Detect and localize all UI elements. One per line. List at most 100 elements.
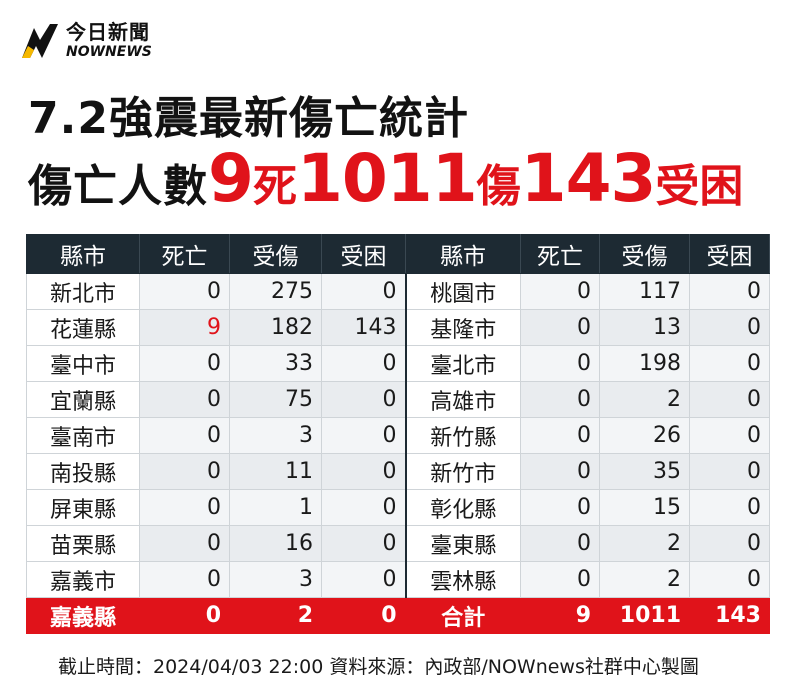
logo-english-text: NOWNEWS	[66, 43, 152, 60]
table-row: 臺南市 0 3 0 新竹縣 0 26 0	[26, 417, 770, 454]
table-header-row: 縣市 死亡 受傷 受困 縣市 死亡 受傷 受困	[26, 234, 770, 274]
total-trapped: 143	[689, 597, 770, 634]
cell-city: 臺中市	[26, 345, 140, 382]
cell-dead: 0	[139, 561, 230, 598]
cell-dead: 0	[520, 345, 600, 382]
cell-dead: 0	[520, 525, 600, 562]
cell-city: 苗栗縣	[26, 525, 140, 562]
cell-trapped: 0	[321, 417, 406, 454]
table-row: 臺中市 0 33 0 臺北市 0 198 0	[26, 345, 770, 382]
cell-city: 嘉義市	[26, 561, 140, 598]
cell-trapped: 0	[689, 489, 770, 526]
cell-trapped: 0	[689, 561, 770, 598]
table-row: 南投縣 0 11 0 新竹市 0 35 0	[26, 453, 770, 490]
cell-dead: 0	[139, 453, 230, 490]
cell-dead: 0	[520, 561, 600, 598]
brand-logo: 今日新聞 NOWNEWS	[20, 18, 152, 62]
table-row: 苗栗縣 0 16 0 臺東縣 0 2 0	[26, 525, 770, 562]
summary-trapped-word: 受困	[655, 161, 744, 212]
table-row: 新北市 0 275 0 桃園市 0 117 0	[26, 273, 770, 310]
cell-trapped: 0	[321, 525, 406, 562]
header-trapped-right: 受困	[689, 234, 770, 274]
cell-city: 臺北市	[404, 345, 521, 382]
summary-trapped: 143	[520, 140, 657, 217]
cell-city: 新北市	[26, 273, 140, 310]
cell-trapped: 0	[689, 525, 770, 562]
cell-injured: 13	[599, 309, 690, 346]
cell-dead: 0	[520, 309, 600, 346]
cell-city: 臺南市	[26, 417, 140, 454]
cell-injured: 275	[229, 273, 322, 310]
header-injured-right: 受傷	[599, 234, 690, 274]
cell-city: 臺東縣	[404, 525, 521, 562]
cell-city: 新竹市	[404, 453, 521, 490]
cell-city: 桃園市	[404, 273, 521, 310]
cell-dead: 0	[139, 381, 230, 418]
total-label: 合計	[404, 597, 521, 634]
cell-injured: 3	[229, 417, 322, 454]
cell-dead: 0	[139, 489, 230, 526]
cell-city: 宜蘭縣	[26, 381, 140, 418]
cell-city: 雲林縣	[404, 561, 521, 598]
cell-injured: 16	[229, 525, 322, 562]
cell-city: 基隆市	[404, 309, 521, 346]
cell-injured: 26	[599, 417, 690, 454]
cell-trapped: 0	[689, 309, 770, 346]
cell-dead: 0	[520, 381, 600, 418]
nownews-logo-icon	[22, 24, 58, 58]
cell-dead: 0	[139, 525, 230, 562]
cell-trapped: 0	[689, 381, 770, 418]
summary-injured: 1011	[296, 140, 478, 217]
cell-injured: 11	[229, 453, 322, 490]
cell-injured: 117	[599, 273, 690, 310]
page-title: 7.2強震最新傷亡統計	[28, 93, 469, 144]
cell-city: 屏東縣	[26, 489, 140, 526]
cell-dead: 0	[139, 417, 230, 454]
cell-injured: 75	[229, 381, 322, 418]
table-row: 宜蘭縣 0 75 0 高雄市 0 2 0	[26, 381, 770, 418]
casualty-table: 縣市 死亡 受傷 受困 縣市 死亡 受傷 受困 新北市 0 275 0 桃園市 0 117 0…	[26, 234, 770, 634]
header-city-left: 縣市	[26, 234, 140, 274]
cell-trapped: 0	[321, 453, 406, 490]
cell-dead: 0	[520, 453, 600, 490]
cell-injured: 1	[229, 489, 322, 526]
cell-trapped: 0	[689, 417, 770, 454]
cell-trapped: 0	[689, 345, 770, 382]
summary-injured-word: 傷	[476, 161, 521, 212]
cell-dead: 0	[139, 345, 230, 382]
footer-source-note: 截止時間：2024/04/03 22:00 資料來源：內政部/NOWnews社群…	[58, 656, 699, 678]
cell-dead: 0	[139, 597, 230, 634]
summary-deaths: 9	[208, 140, 254, 217]
cell-dead: 0	[520, 417, 600, 454]
cell-trapped: 0	[321, 597, 406, 634]
cell-injured: 198	[599, 345, 690, 382]
table-row: 嘉義縣 0 2 0 合計 9 1011 143	[26, 597, 770, 634]
cell-injured: 2	[599, 561, 690, 598]
cell-trapped: 0	[689, 453, 770, 490]
cell-injured: 3	[229, 561, 322, 598]
casualty-summary: 傷亡人數 9 死 1011 傷 143 受困	[28, 140, 743, 217]
cell-city: 花蓮縣	[26, 309, 140, 346]
header-dead-right: 死亡	[520, 234, 600, 274]
header-dead-left: 死亡	[139, 234, 230, 274]
header-trapped-left: 受困	[321, 234, 406, 274]
cell-trapped: 0	[321, 345, 406, 382]
cell-city: 新竹縣	[404, 417, 521, 454]
header-city-right: 縣市	[405, 234, 521, 274]
cell-city: 嘉義縣	[26, 597, 140, 634]
cell-trapped: 0	[321, 561, 406, 598]
cell-dead: 9	[139, 309, 230, 346]
summary-label: 傷亡人數	[28, 161, 208, 212]
cell-injured: 2	[229, 597, 322, 634]
cell-dead: 0	[520, 489, 600, 526]
cell-injured: 35	[599, 453, 690, 490]
total-injured: 1011	[599, 597, 690, 634]
cell-dead: 0	[139, 273, 230, 310]
cell-injured: 15	[599, 489, 690, 526]
cell-injured: 33	[229, 345, 322, 382]
cell-injured: 2	[599, 525, 690, 562]
table-row: 花蓮縣 9 182 143 基隆市 0 13 0	[26, 309, 770, 346]
summary-deaths-word: 死	[252, 161, 297, 212]
cell-trapped: 0	[321, 489, 406, 526]
cell-injured: 2	[599, 381, 690, 418]
